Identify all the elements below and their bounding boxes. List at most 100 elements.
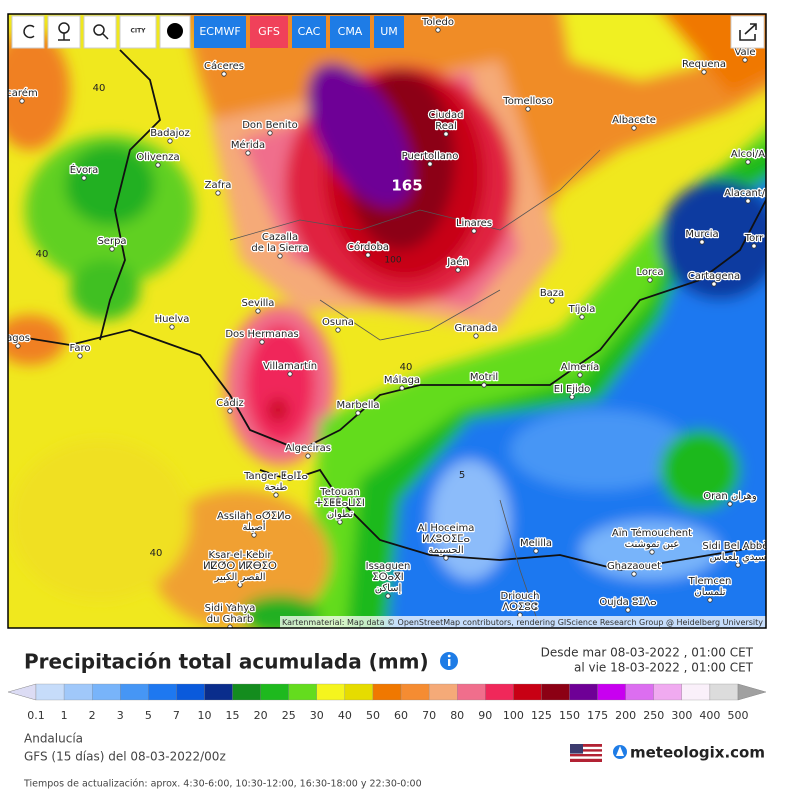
flag: [570, 744, 602, 762]
place-label: Motril: [470, 372, 498, 383]
place-dot: [255, 308, 261, 314]
legend-value: 90: [478, 709, 492, 722]
place-dot: [15, 343, 21, 349]
contour-label: 40: [150, 548, 163, 559]
place-label: Mérida: [231, 139, 265, 151]
model-button[interactable]: [250, 16, 288, 48]
legend-swatch: [457, 683, 486, 701]
place-label: Lorca: [636, 267, 663, 278]
place-dot: [273, 492, 279, 498]
place-dot: [745, 198, 751, 204]
place-label: Oujda ⵓⵊⴷⴰ: [599, 597, 656, 608]
place-label: Torr: [744, 233, 764, 244]
legend-swatch: [316, 683, 346, 701]
contour-label: 40: [93, 83, 106, 94]
place-label: Évora: [70, 163, 99, 176]
legend-value: 400: [699, 709, 720, 722]
place-dot: [335, 327, 341, 333]
legend-swatch: [625, 683, 654, 701]
place-label: تطوان: [327, 509, 353, 520]
contour-label: 165: [391, 177, 422, 195]
button-label[interactable]: CMA: [338, 25, 363, 38]
location-button[interactable]: [47, 15, 81, 49]
legend-value: 80: [450, 709, 464, 722]
place-label: Osuna: [322, 317, 354, 328]
place-dot: [707, 597, 713, 603]
place-dot: [215, 190, 221, 196]
brand: meteologix.com: [630, 744, 765, 762]
contour-label: 5: [459, 470, 465, 481]
legend-swatch: [709, 683, 739, 701]
model-button[interactable]: [374, 16, 404, 48]
place-dot: [625, 607, 631, 613]
legend-value: 15: [226, 709, 240, 722]
place-label: عين تموشنت: [625, 539, 680, 550]
place-dot: [533, 548, 539, 554]
place-dot: [251, 532, 257, 538]
legend-value: 7: [173, 709, 180, 722]
place-dot: [237, 582, 243, 588]
place-dot: [337, 519, 343, 525]
place-label: Ghazaouet: [607, 561, 661, 572]
place-label: Real: [435, 121, 457, 132]
place-label: Badajoz: [150, 128, 190, 139]
place-dot: [169, 324, 175, 330]
place-dot: [245, 150, 251, 156]
model-button[interactable]: [330, 16, 370, 48]
legend-value: 25: [282, 709, 296, 722]
legend-period: Desde mar 08-03-2022 , 01:00 CET: [541, 646, 754, 660]
info-icon[interactable]: [440, 652, 458, 670]
place-label: تلمسان: [694, 587, 725, 598]
button-label[interactable]: UM: [380, 25, 398, 38]
place-label: إساكن: [375, 583, 402, 594]
legend-swatch: [569, 683, 598, 701]
model-button[interactable]: [292, 16, 326, 48]
place-label: El Ejido: [554, 384, 591, 395]
place-dot: [745, 159, 751, 165]
button-label[interactable]: CAC: [298, 25, 321, 38]
place-dot: [155, 162, 161, 168]
place-label: Tanger ⵟⴰⵏⵊⴰ: [243, 471, 308, 482]
legend-arrow: [737, 683, 767, 701]
place-dot: [525, 106, 531, 112]
place-label: Málaga: [384, 374, 420, 386]
place-label: Tetouan: [319, 487, 359, 498]
place-label: Melilla: [520, 538, 552, 549]
place-label: Alcoi/A: [731, 149, 765, 160]
place-label: Driouch: [501, 591, 540, 602]
legend-swatch: [232, 683, 261, 701]
place-label: Faro: [70, 343, 91, 354]
place-dot: [471, 228, 477, 234]
legend-swatch: [288, 683, 317, 701]
place-label: Almería: [561, 361, 600, 373]
zoom-button[interactable]: [83, 15, 117, 49]
legend-swatch: [92, 683, 121, 701]
place-label: Puertollano: [402, 151, 459, 162]
place-label: du Gharb: [207, 614, 254, 625]
place-dot: [735, 562, 741, 568]
place-label: Baza: [540, 288, 564, 299]
place-dot: [631, 571, 637, 577]
place-label: ⵉⵙⴰⴳⵏ: [372, 572, 403, 583]
button-label[interactable]: GFS: [258, 25, 280, 38]
place-dot: [355, 410, 361, 416]
place-dot: [647, 277, 653, 283]
place-label: الحسيمة: [428, 545, 463, 556]
reload-button[interactable]: [11, 15, 45, 49]
legend-period: al vie 18-03-2022 , 01:00 CET: [574, 661, 754, 675]
button-label[interactable]: ECMWF: [199, 25, 240, 38]
place-dot: [427, 161, 433, 167]
legend-swatch: [513, 683, 542, 701]
legend-value: 70: [422, 709, 436, 722]
legend-title: Precipitación total acumulada (mm): [24, 650, 429, 674]
place-label: Córdoba: [347, 241, 389, 253]
model-button[interactable]: [194, 16, 246, 48]
legend-value: 30: [310, 709, 324, 722]
legend-swatch: [35, 683, 65, 701]
place-label: Ksar-el-Kebir: [209, 550, 273, 561]
place-dot: [365, 252, 371, 258]
button-label[interactable]: CITY: [130, 28, 146, 35]
city-button[interactable]: [119, 15, 157, 49]
